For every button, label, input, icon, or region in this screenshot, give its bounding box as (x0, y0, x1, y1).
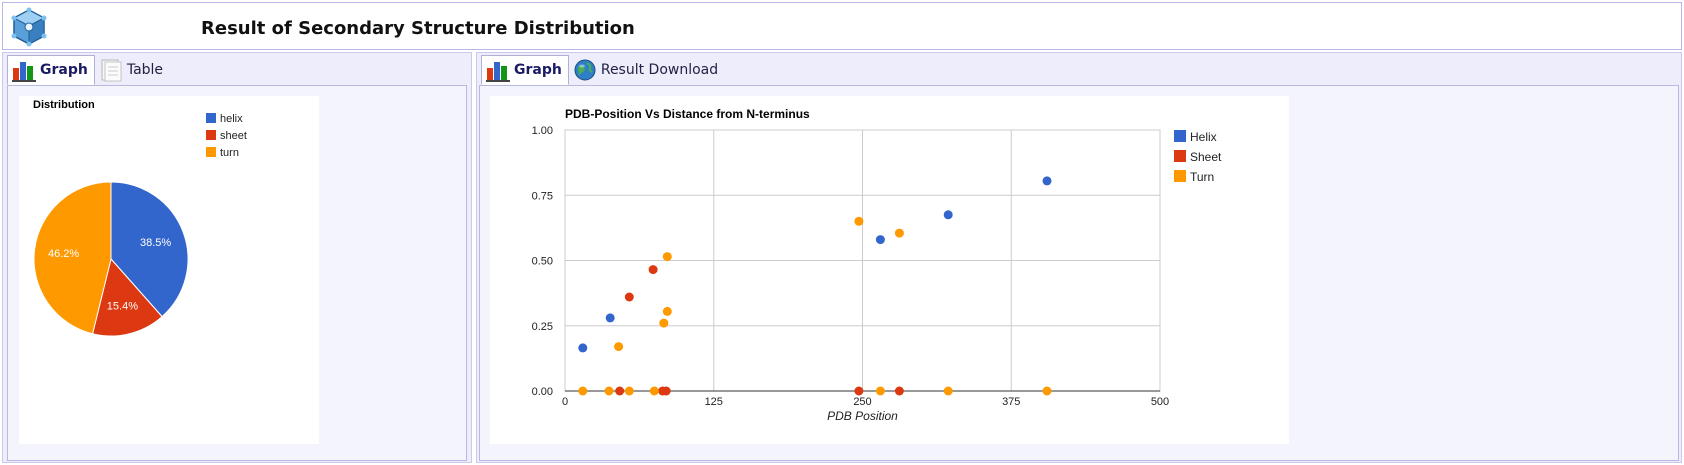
point-turn[interactable] (875, 386, 885, 396)
point-helix[interactable] (1042, 176, 1052, 186)
tab-graph-right[interactable]: Graph (481, 55, 569, 85)
right-tab-bar: Graph Result Download (481, 55, 724, 85)
page-title: Result of Secondary Structure Distributi… (201, 18, 635, 39)
legend-label-turn: turn (220, 147, 239, 159)
table-icon (101, 59, 122, 82)
point-sheet[interactable] (615, 386, 625, 396)
tab-table[interactable]: Table (95, 55, 169, 85)
point-turn[interactable] (604, 386, 614, 396)
x-tick-label: 500 (1151, 396, 1169, 408)
y-tick-label: 0.00 (532, 386, 553, 398)
pie-label-sheet: 15.4% (107, 300, 138, 312)
point-turn[interactable] (662, 252, 672, 262)
legend-swatch-turn (206, 147, 216, 157)
globe-icon (574, 59, 596, 81)
legend-label-sheet: sheet (220, 130, 247, 142)
graph-tab-content: Distribution helix sheet turn 38.5% 15.4% 46.2… (7, 85, 467, 461)
y-tick-label: 1.00 (532, 125, 553, 137)
point-turn[interactable] (943, 386, 953, 396)
y-tick-label: 0.50 (532, 256, 553, 268)
point-turn[interactable] (659, 318, 669, 328)
legend-swatch-helix (206, 113, 216, 123)
point-turn[interactable] (662, 306, 672, 316)
pie-title: Distribution (33, 99, 95, 111)
tab-result-download[interactable]: Result Download (569, 55, 724, 85)
tab-graph[interactable]: Graph (7, 55, 95, 85)
point-turn[interactable] (649, 386, 659, 396)
x-tick-label: 375 (1002, 396, 1020, 408)
position-panel: Graph Result Download PDB-Position Vs Di… (476, 52, 1682, 463)
legend-swatch-helix (1174, 130, 1186, 142)
pie-slice-turn[interactable] (33, 181, 112, 335)
point-sheet[interactable] (624, 292, 634, 302)
legend-label-turn: Turn (1190, 170, 1214, 184)
y-tick-label: 0.75 (532, 190, 553, 202)
point-sheet[interactable] (661, 386, 671, 396)
legend-swatch-sheet (206, 130, 216, 140)
tab-graph-label: Graph (40, 62, 88, 78)
scatter-chart: PDB-Position Vs Distance from N-terminus… (532, 107, 1222, 423)
pie-label-helix: 38.5% (140, 237, 171, 249)
y-tick-label: 0.25 (532, 321, 553, 333)
left-tab-bar: Graph Table (7, 55, 169, 85)
pie-slice-sheet[interactable] (91, 257, 163, 337)
tab-result-download-label: Result Download (600, 62, 719, 78)
pie-label-turn: 46.2% (48, 248, 79, 260)
scatter-title: PDB-Position Vs Distance from N-terminus (565, 107, 810, 121)
legend-swatch-turn (1174, 170, 1186, 182)
point-turn[interactable] (1042, 386, 1052, 396)
tab-table-label: Table (126, 62, 164, 78)
distribution-panel: Graph Table Distribution helix sheet turn 38… (2, 52, 472, 463)
x-tick-label: 0 (562, 396, 568, 408)
point-helix[interactable] (875, 235, 885, 245)
x-tick-label: 250 (853, 396, 871, 408)
point-turn[interactable] (614, 342, 624, 352)
point-helix[interactable] (943, 210, 953, 220)
bar-chart-icon (12, 62, 36, 82)
scatter-chart-card: PDB-Position Vs Distance from N-terminus… (490, 96, 1289, 444)
bar-chart-icon (486, 62, 510, 82)
tab-graph-right-label: Graph (514, 62, 562, 78)
point-turn[interactable] (578, 386, 588, 396)
legend-swatch-sheet (1174, 150, 1186, 162)
pie-slice-helix[interactable] (110, 181, 189, 318)
point-turn[interactable] (854, 216, 864, 226)
point-sheet[interactable] (894, 386, 904, 396)
header-bar: Result of Secondary Structure Distributi… (2, 2, 1682, 50)
point-helix[interactable] (578, 343, 588, 353)
pie-chart: Distribution helix sheet turn 38.5% 15.4% 46.2… (33, 99, 247, 337)
x-axis-title: PDB Position (827, 409, 898, 423)
point-sheet[interactable] (648, 265, 658, 275)
point-turn[interactable] (894, 228, 904, 238)
legend-label-helix: helix (220, 113, 243, 125)
molecule-cube-icon (11, 7, 47, 47)
point-helix[interactable] (605, 313, 615, 323)
legend-label-helix: Helix (1190, 130, 1217, 144)
pie-chart-card: Distribution helix sheet turn 38.5% 15.4% 46.2… (19, 96, 319, 444)
point-sheet[interactable] (854, 386, 864, 396)
point-turn[interactable] (624, 386, 634, 396)
scatter-tab-content: PDB-Position Vs Distance from N-terminus… (479, 85, 1679, 461)
x-tick-label: 125 (705, 396, 723, 408)
legend-label-sheet: Sheet (1190, 150, 1222, 164)
